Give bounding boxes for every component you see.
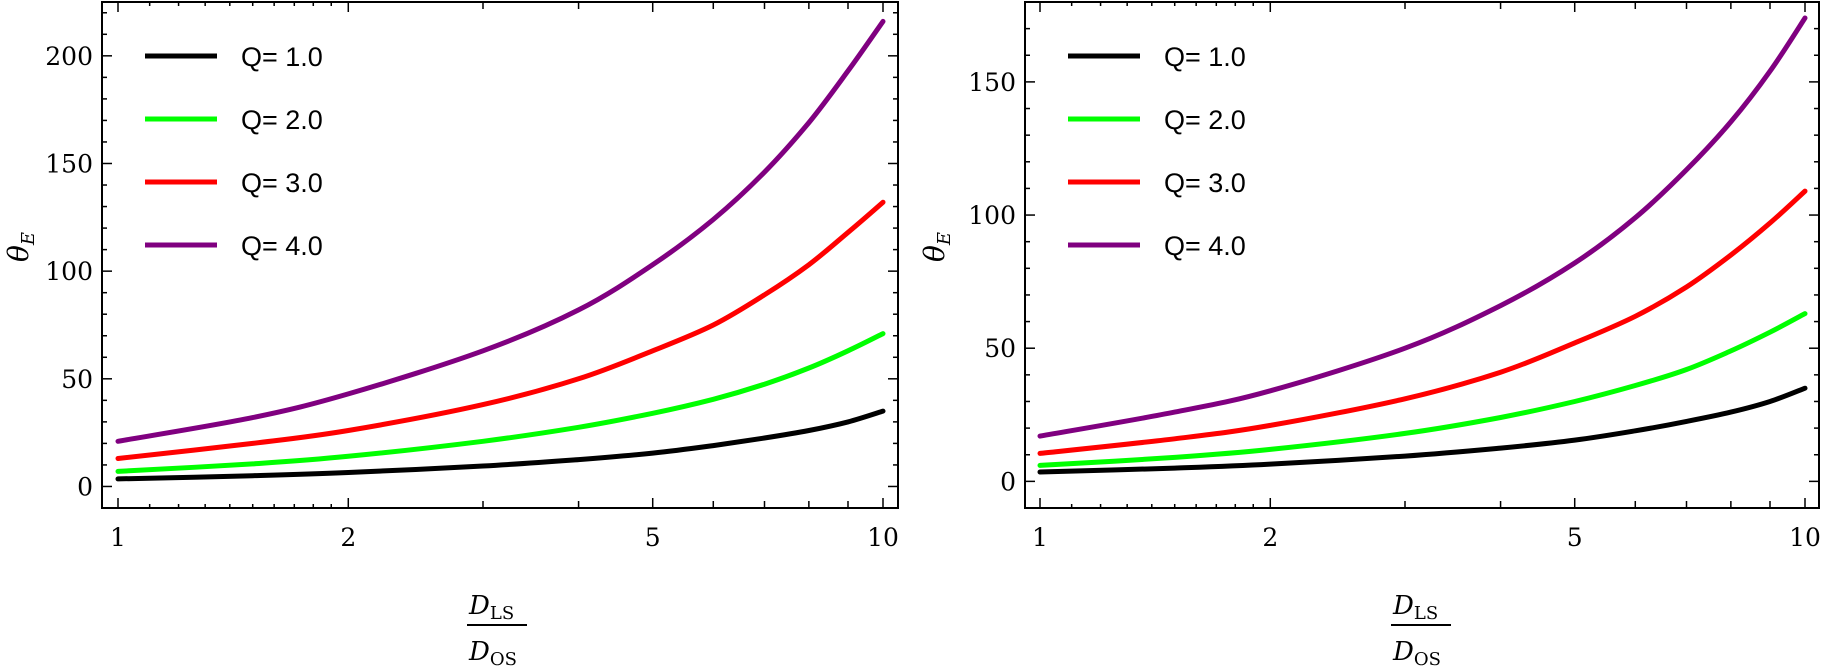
x-tick-label: 10: [1789, 523, 1821, 552]
chart-2: 0 50 100 150 1 2 5 10 Q= 1.0 Q= 2.0 Q= 3.0 Q= 4.0 θE…: [918, 1, 1821, 668]
legend-label: Q= 2.0: [241, 105, 323, 135]
y-tick-label: 100: [968, 201, 1016, 230]
x-tick-label: 2: [340, 523, 356, 552]
legend-label: Q= 1.0: [241, 42, 323, 72]
x-tick-label: 1: [1032, 523, 1048, 552]
legend-label: Q= 4.0: [241, 231, 323, 261]
y-tick-label: 200: [45, 42, 93, 71]
y-tick-label: 50: [984, 334, 1016, 363]
x-axis-label-numerator: DLS: [1392, 591, 1438, 624]
y-tick-label: 0: [1000, 467, 1016, 496]
series-line-q3: [1037, 188, 1808, 456]
y-axis-label-main: θ: [2, 245, 35, 262]
plot-frame: [101, 1, 899, 509]
legend-label: Q= 3.0: [241, 168, 323, 198]
x-tick-label: 5: [1567, 523, 1583, 552]
y-axis-label-main: θ: [918, 245, 951, 262]
x-axis-label: DLS DOS: [467, 591, 527, 668]
series-line-q2: [115, 331, 886, 474]
series-line-q4: [115, 18, 886, 444]
x-tick-label: 1: [110, 523, 126, 552]
y-axis-label: θE: [2, 232, 39, 262]
y-axis-label-sub: E: [18, 232, 39, 246]
y-tick-label: 0: [77, 472, 93, 501]
series-line-q1: [115, 408, 886, 482]
series-line-q4: [1037, 15, 1808, 439]
y-tick-label: 100: [45, 257, 93, 286]
series-line-q3: [115, 199, 886, 461]
legend-label: Q= 2.0: [1164, 105, 1246, 135]
x-tick-label: 10: [867, 523, 899, 552]
y-axis-label: θE: [918, 232, 955, 262]
y-tick-label: 50: [61, 365, 93, 394]
y-tick-label: 150: [45, 149, 93, 178]
x-axis-label-denominator: DOS: [468, 637, 517, 668]
y-axis-label-sub: E: [934, 232, 955, 246]
series-line-q2: [1037, 311, 1808, 468]
chart-1: 0 50 100 150 200 1 2 5 10 Q= 1.0 Q= 2.0 Q= 3.0 Q= 4.…: [2, 1, 899, 668]
legend-label: Q= 4.0: [1164, 231, 1246, 261]
legend-label: Q= 3.0: [1164, 168, 1246, 198]
x-axis-label: DLS DOS: [1391, 591, 1451, 668]
plot-frame: [1024, 1, 1820, 509]
series-line-q1: [1037, 385, 1808, 475]
legend-label: Q= 1.0: [1164, 42, 1246, 72]
x-axis-label-denominator: DOS: [1392, 637, 1441, 668]
x-tick-label: 2: [1262, 523, 1278, 552]
x-axis-label-numerator: DLS: [468, 591, 514, 624]
x-tick-label: 5: [645, 523, 661, 552]
y-tick-label: 150: [968, 68, 1016, 97]
